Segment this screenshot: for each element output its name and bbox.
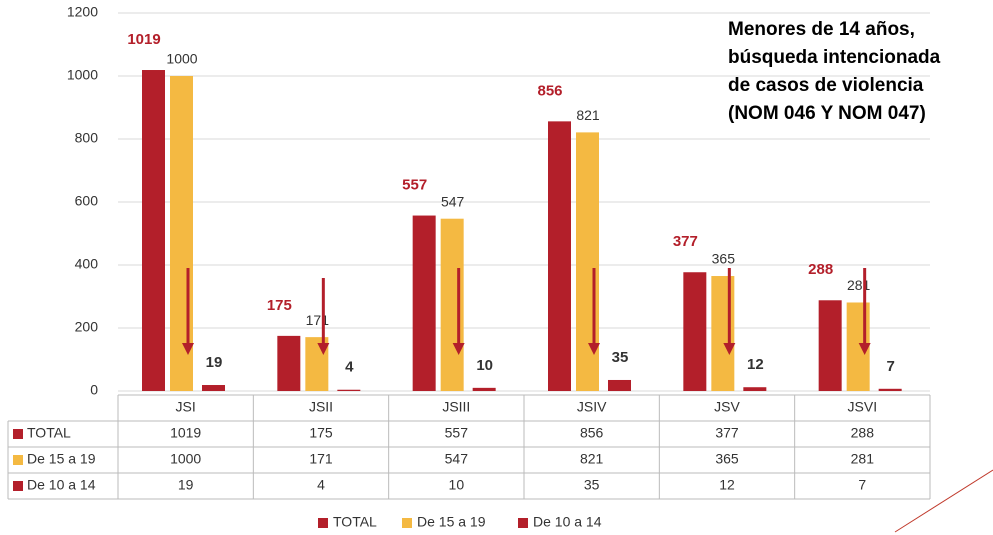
- data-label: 12: [747, 356, 764, 373]
- decor-line: [894, 469, 993, 533]
- table-cell: 821: [580, 451, 604, 467]
- x-tick-label: JSIII: [442, 399, 470, 415]
- legend-key: [402, 518, 412, 528]
- bar: [711, 276, 735, 391]
- chart-title: de casos de violencia: [728, 75, 924, 96]
- table-row-label: TOTAL: [27, 425, 71, 441]
- data-label: 175: [267, 297, 292, 314]
- table-legend-key: [13, 481, 23, 491]
- data-label: 10: [476, 357, 493, 374]
- table-cell: 10: [449, 477, 465, 493]
- table-cell: 365: [715, 451, 739, 467]
- data-label: 1019: [127, 31, 160, 48]
- table-cell: 19: [178, 477, 194, 493]
- legend-label: De 10 a 14: [533, 514, 602, 530]
- bar: [548, 121, 571, 392]
- data-label: 557: [402, 177, 427, 194]
- table-row-label: De 10 a 14: [27, 477, 96, 493]
- y-tick-label: 400: [75, 256, 99, 272]
- data-label: 4: [345, 359, 354, 376]
- bar: [878, 388, 902, 391]
- table-cell: 856: [580, 425, 604, 441]
- y-tick-label: 0: [90, 382, 98, 398]
- arrow-head: [182, 343, 194, 355]
- table-cell: 288: [851, 425, 875, 441]
- y-tick-label: 800: [75, 130, 99, 146]
- legend-key: [518, 518, 528, 528]
- arrow-head: [723, 343, 736, 355]
- table-legend-key: [13, 455, 23, 465]
- legend-label: TOTAL: [333, 514, 377, 530]
- table-cell: 1000: [170, 451, 201, 467]
- bar: [277, 335, 301, 391]
- chart-title: Menores de 14 años,: [728, 19, 915, 40]
- y-tick-label: 200: [75, 319, 99, 335]
- table-cell: 7: [858, 477, 866, 493]
- data-label: 856: [537, 82, 562, 99]
- data-label: 288: [808, 261, 833, 278]
- x-tick-label: JSIV: [577, 399, 607, 415]
- arrow-head: [452, 343, 465, 355]
- x-tick-label: JSI: [176, 399, 196, 415]
- arrow-head: [588, 343, 600, 355]
- data-label: 7: [886, 358, 894, 375]
- table-legend-key: [13, 429, 23, 439]
- y-tick-label: 1000: [67, 67, 98, 83]
- data-label: 171: [306, 312, 330, 328]
- data-label: 377: [673, 233, 698, 250]
- bar: [202, 385, 225, 391]
- bar: [576, 132, 599, 391]
- bar: [337, 389, 361, 391]
- bar: [412, 215, 436, 391]
- table-cell: 175: [309, 425, 333, 441]
- data-label: 281: [847, 277, 871, 293]
- bar: [472, 387, 496, 391]
- table-cell: 12: [719, 477, 735, 493]
- bar: [818, 300, 842, 391]
- arrow-head: [858, 343, 871, 355]
- arrow-head: [317, 343, 330, 355]
- bar: [440, 218, 464, 391]
- table-cell: 4: [317, 477, 325, 493]
- bar: [608, 379, 631, 391]
- table-cell: 377: [715, 425, 739, 441]
- data-label: 821: [576, 107, 600, 123]
- legend-key: [318, 518, 328, 528]
- table-cell: 35: [584, 477, 600, 493]
- bar: [142, 70, 165, 391]
- data-label: 365: [712, 251, 736, 267]
- y-tick-label: 1200: [67, 4, 98, 20]
- x-tick-label: JSV: [714, 399, 740, 415]
- table-cell: 1019: [170, 425, 201, 441]
- table-row-label: De 15 a 19: [27, 451, 96, 467]
- bar: [683, 272, 707, 391]
- table-cell: 557: [445, 425, 469, 441]
- data-label: 19: [206, 354, 223, 371]
- bar: [743, 387, 767, 391]
- chart-title: (NOM 046 Y NOM 047): [728, 103, 926, 124]
- table-cell: 171: [309, 451, 333, 467]
- data-label: 547: [441, 193, 465, 209]
- legend-label: De 15 a 19: [417, 514, 486, 530]
- x-tick-label: JSVI: [848, 399, 878, 415]
- table-cell: 281: [851, 451, 875, 467]
- data-label: 1000: [166, 51, 197, 67]
- x-tick-label: JSII: [309, 399, 333, 415]
- y-tick-label: 600: [75, 193, 99, 209]
- data-label: 35: [612, 349, 629, 366]
- chart-title: búsqueda intencionada: [728, 47, 941, 68]
- table-cell: 547: [445, 451, 469, 467]
